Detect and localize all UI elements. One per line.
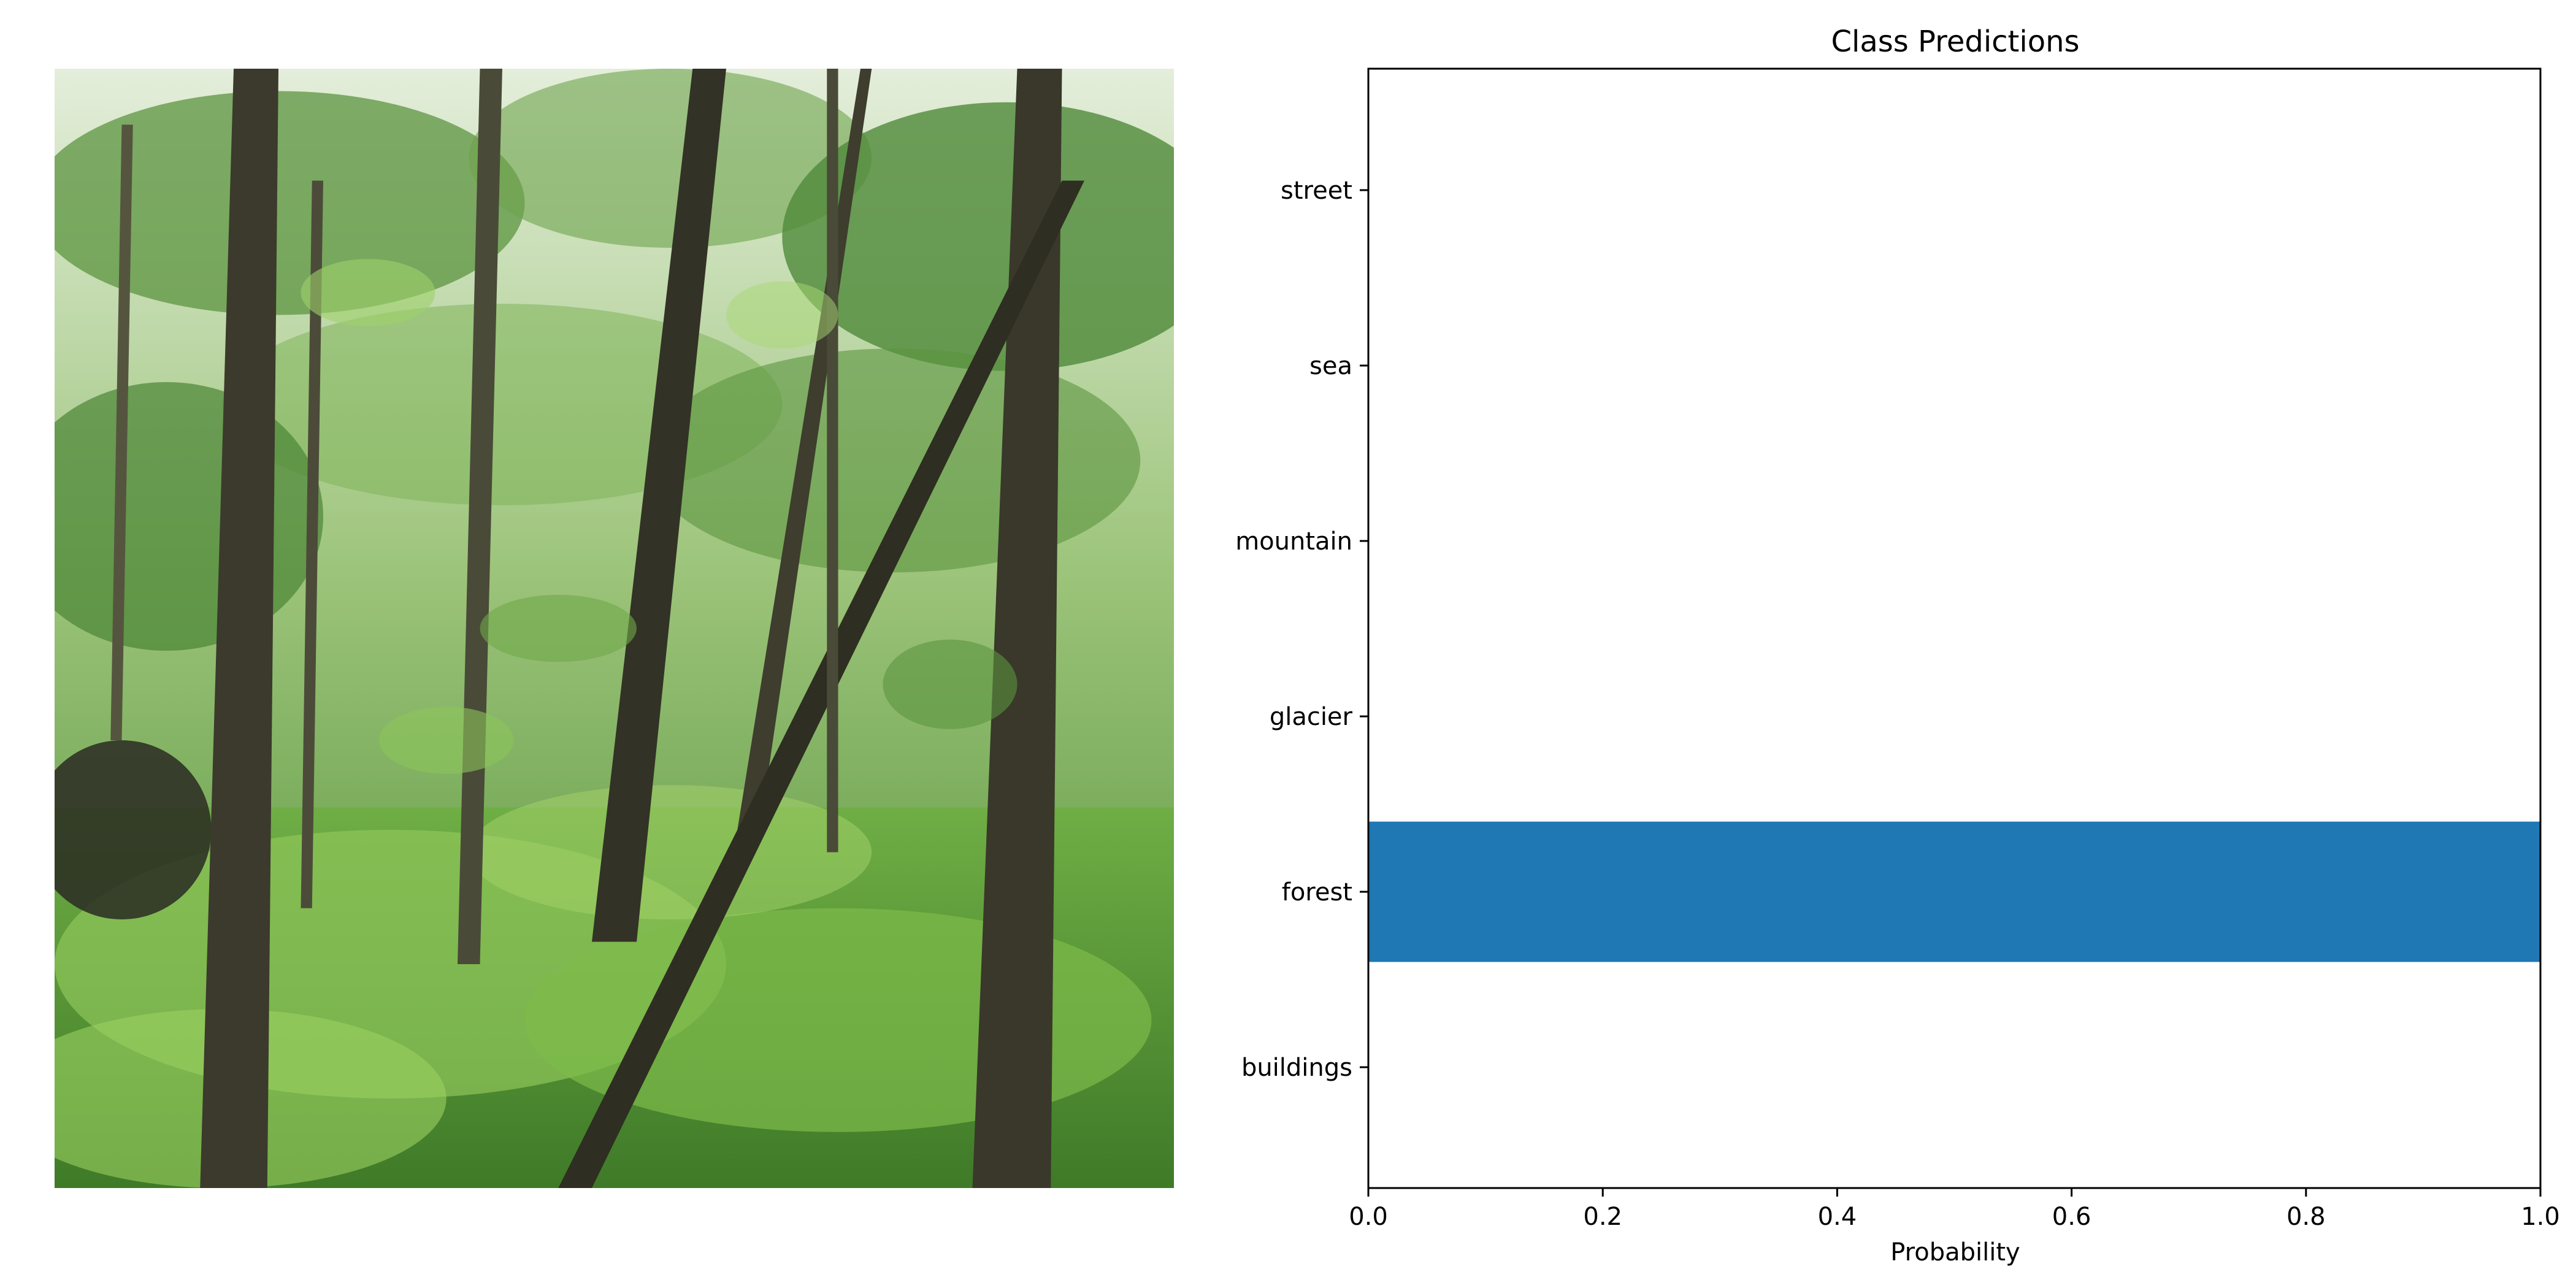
x-tick-label-2: 0.4 bbox=[1818, 1203, 1857, 1231]
bars-layer bbox=[1368, 821, 2540, 962]
x-tick-label-0: 0.0 bbox=[1349, 1203, 1388, 1231]
plot-frame bbox=[1367, 67, 2542, 1189]
input-image bbox=[55, 69, 1174, 1188]
y-tick-label-forest: forest bbox=[1282, 878, 1352, 907]
x-tick-label-3: 0.6 bbox=[2052, 1203, 2091, 1231]
y-tick-label-buildings: buildings bbox=[1241, 1054, 1352, 1082]
y-tick-label-sea: sea bbox=[1309, 352, 1352, 380]
chart-title: Class Predictions bbox=[1831, 25, 2080, 59]
x-tick-label-4: 0.8 bbox=[2287, 1203, 2326, 1231]
x-axis: 0.0 0.2 0.4 0.6 0.8 1.0 bbox=[1349, 1188, 2560, 1231]
x-tick-label-5: 1.0 bbox=[2521, 1203, 2560, 1231]
y-axis: buildings forest glacier mountain sea street bbox=[1235, 177, 1368, 1082]
x-axis-label: Probability bbox=[1890, 1238, 2020, 1267]
y-tick-label-street: street bbox=[1281, 177, 1352, 205]
y-tick-label-glacier: glacier bbox=[1270, 703, 1353, 731]
y-tick-label-mountain: mountain bbox=[1235, 527, 1352, 556]
bar-forest bbox=[1368, 821, 2540, 962]
forest-photo bbox=[55, 69, 1174, 1188]
x-tick-label-1: 0.2 bbox=[1583, 1203, 1622, 1231]
